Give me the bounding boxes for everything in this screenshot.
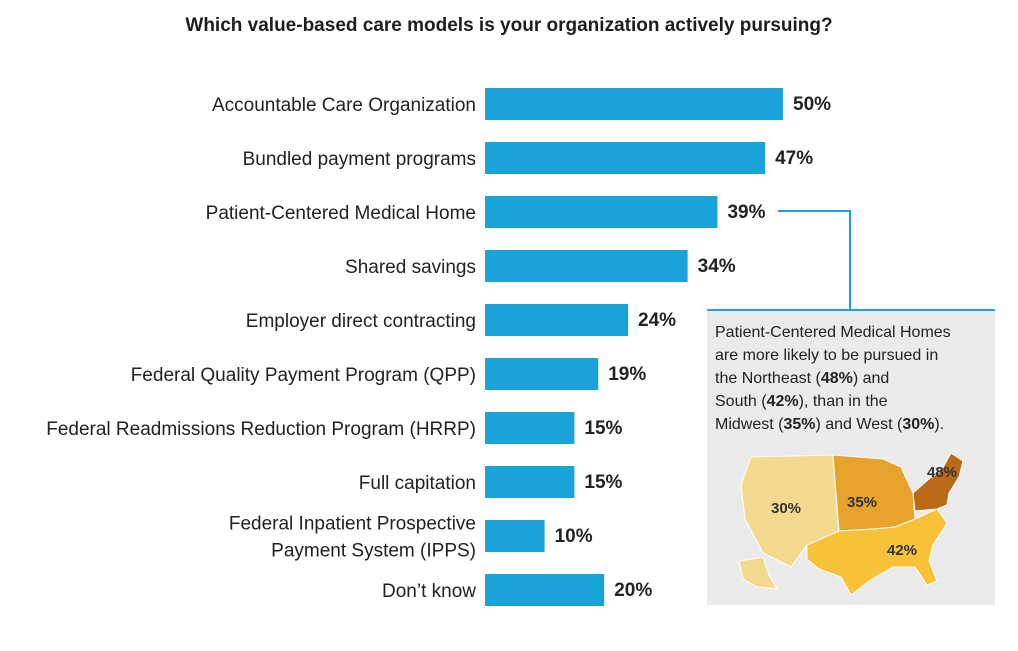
category-label-6: Federal Readmissions Reduction Program (… xyxy=(46,419,476,440)
category-label-9: Don’t know xyxy=(382,581,476,602)
callout-connector-line xyxy=(778,210,851,309)
map-region-alaska xyxy=(738,556,778,590)
bar-7 xyxy=(485,466,575,498)
bar-value-label-8: 10% xyxy=(555,526,593,547)
bar-value-label-1: 47% xyxy=(775,148,813,169)
category-label-2: Patient-Centered Medical Home xyxy=(206,203,476,224)
callout-line-4: South (42%), than in the xyxy=(715,393,888,410)
bar-value-label-5: 19% xyxy=(608,364,646,385)
bar-value-label-9: 20% xyxy=(614,580,652,601)
callout-line-5: Midwest (35%) and West (30%). xyxy=(715,416,945,433)
bar-3 xyxy=(485,250,688,282)
bar-value-label-2: 39% xyxy=(727,202,765,223)
bar-4 xyxy=(485,304,629,336)
bar-2 xyxy=(485,196,718,228)
callout-box: Patient-Centered Medical Homes are more … xyxy=(707,309,995,605)
category-label-0: Accountable Care Organization xyxy=(212,95,476,116)
callout-line-3: the Northeast (48%) and xyxy=(715,370,890,387)
callout-text: Patient-Centered Medical Homes are more … xyxy=(715,321,993,436)
map-label-midwest: 35% xyxy=(847,494,877,511)
category-label-3: Shared savings xyxy=(345,257,476,278)
bar-value-label-7: 15% xyxy=(584,472,622,493)
category-label-7: Full capitation xyxy=(359,473,476,494)
bar-6 xyxy=(485,412,575,444)
bar-5 xyxy=(485,358,599,390)
bar-9 xyxy=(485,574,605,606)
bar-value-label-6: 15% xyxy=(584,418,622,439)
category-label-4: Employer direct contracting xyxy=(246,311,476,332)
map-label-west: 30% xyxy=(771,500,801,517)
map-region-south xyxy=(806,508,948,596)
map-label-northeast: 48% xyxy=(927,464,957,481)
bar-0 xyxy=(485,88,783,120)
chart-title: Which value-based care models is your or… xyxy=(185,15,833,36)
category-label-8: Federal Inpatient Prospective Payment Sys… xyxy=(229,514,476,562)
category-label-5: Federal Quality Payment Program (QPP) xyxy=(131,365,476,386)
callout-line-2: are more likely to be pursued in xyxy=(715,347,939,364)
bar-value-label-4: 24% xyxy=(638,310,676,331)
callout-line-1: Patient-Centered Medical Homes xyxy=(715,324,951,341)
us-region-map: 30% 35% 42% 48% xyxy=(738,452,964,596)
bar-8 xyxy=(485,520,545,552)
bar-value-label-0: 50% xyxy=(793,94,831,115)
map-region-midwest xyxy=(832,454,916,532)
category-label-1: Bundled payment programs xyxy=(243,149,476,170)
map-region-northeast xyxy=(912,452,964,512)
bar-1 xyxy=(485,142,766,174)
bar-value-label-3: 34% xyxy=(698,256,736,277)
map-label-south: 42% xyxy=(887,542,917,559)
